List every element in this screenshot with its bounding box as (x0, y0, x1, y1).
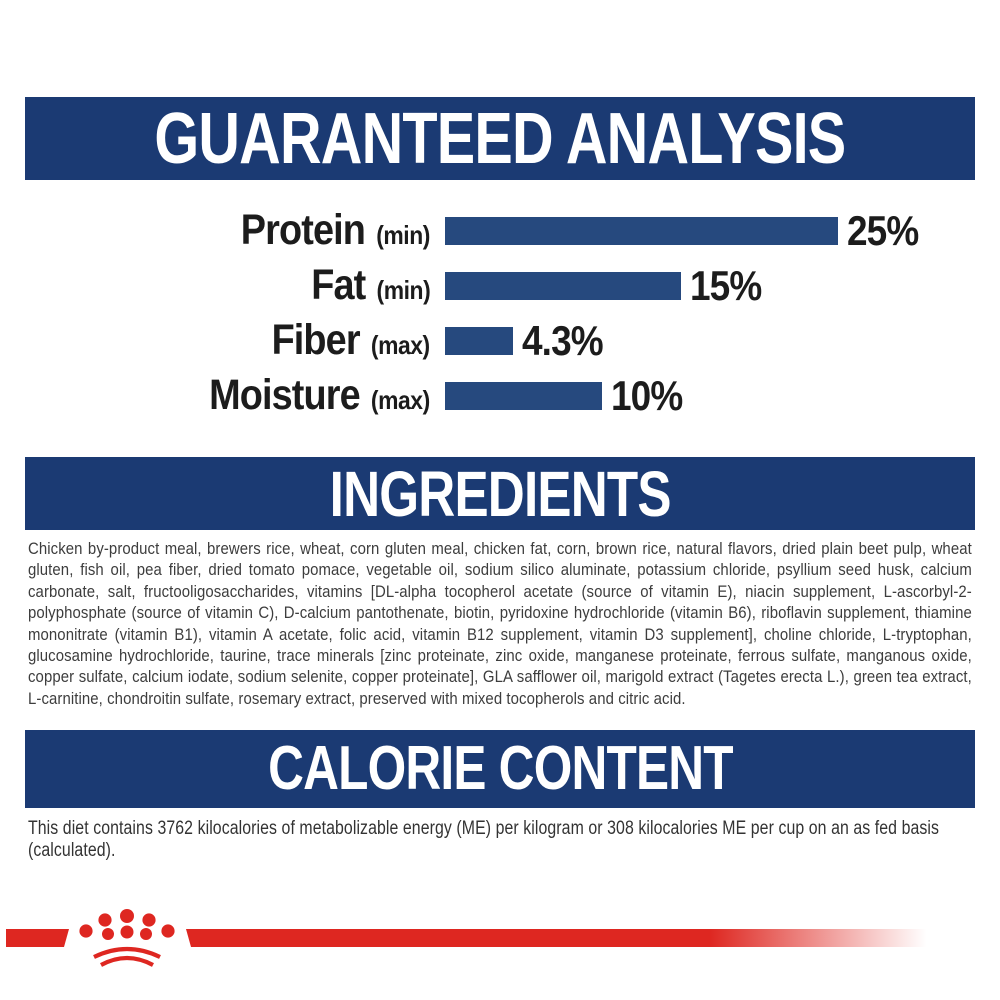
nutrient-row: Fat (min) 15% (0, 258, 1000, 313)
ingredients-paragraph: Chicken by-product meal, brewers rice, w… (28, 539, 972, 708)
nutrient-label: Moisture (max) (0, 371, 430, 420)
royal-canin-crown-icon (79, 909, 175, 967)
nutrient-qualifier: (max) (365, 330, 430, 360)
nutrient-value: 10% (611, 371, 683, 419)
nutrient-row: Fiber (max) 4.3% (0, 313, 1000, 368)
nutrient-label: Fiber (max) (0, 316, 431, 365)
nutrient-row: Protein (min) 25% (0, 203, 1000, 258)
red-divider-line-right (186, 929, 934, 947)
nutrient-value: 4.3% (522, 316, 604, 364)
guaranteed-analysis-title: GUARANTEED ANALYSIS (154, 98, 846, 179)
calorie-content-banner: CALORIE CONTENT (25, 730, 975, 808)
nutrient-label: Fat (min) (0, 261, 430, 310)
ingredients-banner: INGREDIENTS (25, 457, 975, 530)
nutrient-value: 15% (690, 261, 762, 309)
nutrient-qualifier: (min) (370, 275, 430, 305)
nutrient-name: Fiber (271, 316, 361, 364)
nutrient-qualifier: (max) (365, 385, 430, 415)
nutrient-name: Moisture (209, 371, 361, 419)
nutrient-value: 25% (847, 206, 919, 254)
nutrient-bar (445, 381, 602, 410)
guaranteed-analysis-banner: GUARANTEED ANALYSIS (25, 97, 975, 180)
ingredients-title: INGREDIENTS (329, 457, 671, 530)
nutrient-bar (445, 271, 681, 300)
nutrient-bar (445, 326, 513, 355)
nutrient-name: Protein (240, 206, 366, 254)
nutrient-row: Moisture (max) 10% (0, 368, 1000, 423)
guaranteed-analysis-chart: Protein (min) 25% Fat (min) 15% (0, 203, 1000, 423)
nutrient-name: Fat (310, 261, 366, 309)
nutrient-qualifier: (min) (370, 220, 430, 250)
calorie-content-paragraph: This diet contains 3762 kilocalories of … (28, 818, 940, 861)
nutrient-bar (445, 216, 838, 245)
red-divider-line-left (6, 929, 69, 947)
calorie-content-title: CALORIE CONTENT (267, 734, 733, 803)
nutrient-label: Protein (min) (0, 206, 431, 255)
